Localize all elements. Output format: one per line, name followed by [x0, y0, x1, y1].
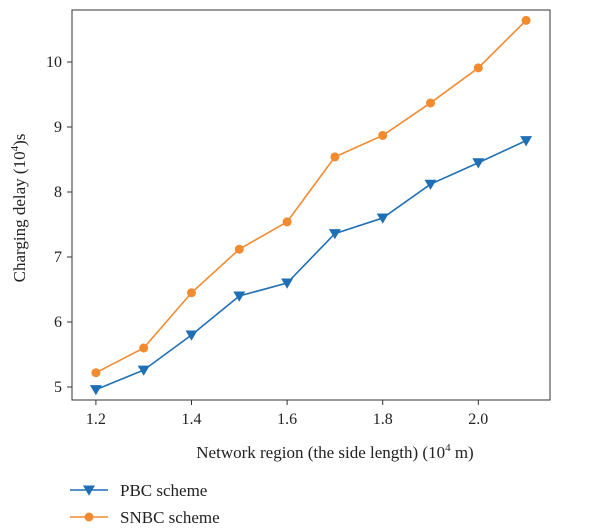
- y-tick-label: 6: [54, 314, 62, 331]
- legend-label: PBC scheme: [120, 481, 207, 500]
- x-axis: 1.2 1.4 1.6 1.8 2.0: [86, 400, 488, 428]
- data-point-pbc-scheme: [520, 136, 533, 147]
- x-axis-label: Network region (the side length) (104 m): [196, 442, 473, 462]
- y-tick-label: 8: [54, 184, 62, 201]
- legend-marker: [84, 512, 94, 522]
- data-point-snbc-scheme: [378, 130, 388, 140]
- legend-marker: [83, 485, 95, 496]
- data-point-snbc-scheme: [473, 63, 483, 73]
- series-layer: [89, 15, 533, 396]
- legend-item-snbc-scheme: SNBC scheme: [70, 508, 220, 527]
- x-tick-label: 1.8: [373, 411, 393, 428]
- data-point-pbc-scheme: [137, 365, 150, 376]
- data-point-pbc-scheme: [281, 278, 294, 289]
- legend-item-pbc-scheme: PBC scheme: [70, 481, 207, 500]
- series-snbc-scheme: [91, 15, 531, 378]
- plot-area: [71, 9, 551, 401]
- y-axis: 5 6 7 8 9 10: [46, 54, 72, 396]
- legend: PBC scheme SNBC scheme: [70, 481, 220, 527]
- data-point-snbc-scheme: [330, 152, 340, 162]
- data-point-snbc-scheme: [139, 343, 149, 353]
- y-tick-label: 5: [54, 379, 62, 396]
- data-point-snbc-scheme: [187, 288, 196, 298]
- series-line-pbc-scheme: [95, 139, 527, 391]
- x-tick-label: 1.6: [277, 411, 297, 428]
- x-tick-label: 2.0: [468, 411, 488, 428]
- x-tick-label: 1.4: [182, 411, 202, 428]
- data-point-snbc-scheme: [282, 217, 292, 227]
- data-point-pbc-scheme: [89, 385, 102, 396]
- data-point-pbc-scheme: [233, 291, 246, 302]
- series-pbc-scheme: [89, 136, 533, 396]
- data-point-snbc-scheme: [234, 244, 244, 254]
- x-tick-label: 1.2: [86, 411, 106, 428]
- y-axis-label: Charging delay (104)s: [9, 134, 29, 283]
- data-point-pbc-scheme: [376, 213, 389, 224]
- data-point-snbc-scheme: [521, 15, 531, 25]
- y-tick-label: 9: [54, 119, 62, 136]
- data-point-pbc-scheme: [424, 179, 437, 190]
- data-point-pbc-scheme: [185, 330, 198, 341]
- y-tick-label: 10: [46, 54, 62, 71]
- legend-label: SNBC scheme: [120, 508, 220, 527]
- data-point-pbc-scheme: [328, 229, 341, 240]
- y-tick-label: 7: [54, 249, 62, 266]
- data-point-pbc-scheme: [472, 158, 485, 169]
- data-point-snbc-scheme: [91, 368, 101, 378]
- data-point-snbc-scheme: [426, 98, 435, 108]
- plot-border: [71, 9, 551, 401]
- series-line-snbc-scheme: [95, 19, 527, 374]
